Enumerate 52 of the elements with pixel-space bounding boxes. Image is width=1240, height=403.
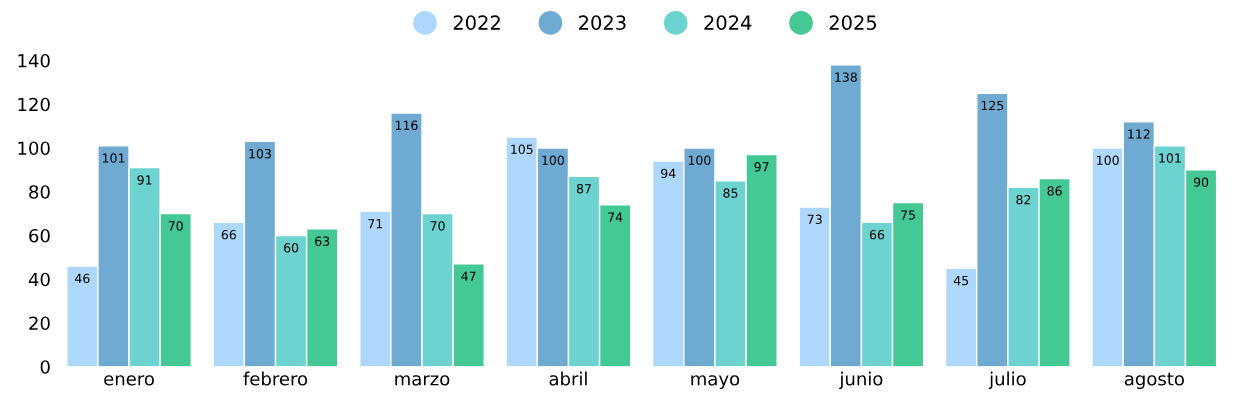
x-tick-label: agosto	[1124, 372, 1184, 390]
data-label: 45	[953, 276, 969, 286]
x-tick-label: julio	[988, 371, 1026, 390]
data-label: 47	[461, 271, 476, 281]
x-tick-label: abril	[549, 371, 587, 386]
data-label: 66	[869, 229, 885, 240]
data-label: 97	[754, 162, 769, 172]
data-label: 94	[661, 168, 676, 179]
data-label: 73	[807, 214, 822, 225]
data-label: 103	[249, 148, 271, 159]
legend-label: 2023	[579, 15, 626, 30]
x-tick-label: mayo	[691, 375, 740, 390]
data-label: 75	[901, 210, 915, 220]
data-label: 70	[168, 221, 183, 231]
data-label: 66	[221, 229, 236, 240]
x-tick-label: enero	[104, 375, 154, 386]
legend-label: 2022	[453, 15, 500, 30]
y-tick-label: 140	[18, 53, 50, 68]
data-label: 74	[608, 212, 623, 222]
data-label: 138	[835, 72, 857, 82]
legend-label: 2024	[704, 15, 752, 30]
data-label: 86	[1047, 186, 1062, 196]
data-label: 87	[576, 183, 591, 194]
data-label: 91	[137, 175, 152, 185]
y-tick-label: 80	[29, 185, 50, 199]
x-tick-label: febrero	[243, 371, 308, 386]
data-label: 116	[395, 120, 418, 130]
y-tick-label: 120	[18, 97, 50, 112]
data-label: 101	[102, 153, 125, 163]
x-tick-label: junio	[839, 371, 883, 390]
data-label: 60	[284, 243, 299, 253]
data-label: 101	[1159, 153, 1181, 163]
y-tick-label: 40	[28, 272, 50, 287]
data-label: 85	[723, 188, 738, 198]
x-tick-label: marzo	[395, 375, 450, 386]
data-label: 105	[511, 144, 533, 155]
data-label: 70	[430, 221, 445, 231]
data-label: 90	[1193, 177, 1209, 187]
data-label: 100	[1097, 155, 1119, 165]
legend-label: 2025	[829, 15, 877, 30]
data-label: 71	[368, 219, 383, 229]
data-label: 125	[981, 100, 1004, 111]
data-label: 63	[315, 236, 330, 246]
data-label: 82	[1016, 194, 1031, 205]
data-label: 112	[1128, 129, 1150, 139]
y-tick-label: 20	[29, 316, 50, 331]
data-label: 46	[75, 273, 90, 284]
data-label: 100	[688, 155, 711, 165]
y-tick-label: 60	[29, 228, 50, 243]
y-tick-label: 0	[40, 360, 50, 374]
data-label: 100	[542, 155, 564, 165]
y-tick-label: 100	[18, 141, 50, 156]
